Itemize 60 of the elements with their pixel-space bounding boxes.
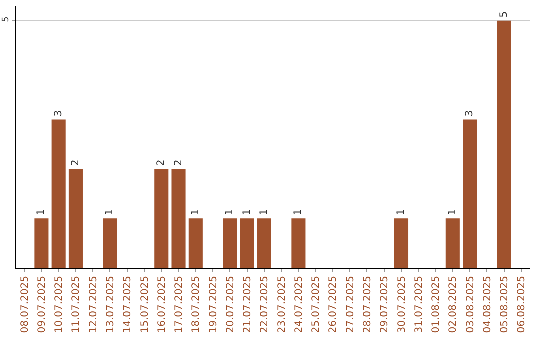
bar — [52, 120, 66, 268]
x-tick-label: 18.07.2025 — [191, 276, 202, 334]
x-tick-label: 02.08.2025 — [448, 276, 460, 334]
x-tick-label: 31.07.2025 — [414, 276, 425, 334]
bar — [68, 169, 83, 268]
x-tick-label: 19.07.2025 — [208, 276, 220, 334]
x-tick-label: 03.08.2025 — [465, 276, 476, 334]
x-tick-label: 05.08.2025 — [500, 276, 511, 334]
x-tick-label: 01.08.2025 — [431, 276, 442, 334]
data-label: 2 — [156, 160, 168, 166]
data-label: 2 — [70, 160, 82, 166]
data-label: 3 — [464, 110, 476, 117]
x-tick-label: 10.07.2025 — [54, 276, 66, 334]
data-label: 3 — [53, 110, 64, 117]
data-label: 2 — [173, 160, 184, 166]
x-tick-label: 13.07.2025 — [105, 276, 116, 334]
bar — [34, 218, 49, 268]
x-tick-label: 14.07.2025 — [122, 276, 134, 334]
bar — [257, 218, 272, 268]
x-tick-label: 09.07.2025 — [36, 276, 48, 334]
x-tick-label: 25.07.2025 — [311, 276, 322, 334]
bar — [292, 218, 306, 268]
bar — [188, 218, 203, 268]
x-tick-label: 20.07.2025 — [225, 276, 236, 334]
bar — [497, 20, 512, 268]
data-label: 1 — [293, 209, 304, 216]
bar — [463, 120, 478, 268]
data-label: 1 — [258, 209, 270, 216]
x-tick-label: 11.07.2025 — [71, 276, 82, 334]
x-tick-label: 17.07.2025 — [174, 276, 186, 334]
x-tick-label: 27.07.2025 — [345, 276, 356, 334]
data-label: 1 — [396, 209, 407, 216]
x-tick-label: 04.08.2025 — [482, 276, 494, 334]
bar — [446, 218, 460, 268]
data-label: 1 — [36, 209, 48, 216]
x-tick-label: 21.07.2025 — [242, 276, 254, 334]
bar — [103, 218, 118, 268]
x-tick-label: 16.07.2025 — [156, 276, 168, 334]
data-label: 1 — [242, 209, 253, 216]
bar — [154, 169, 169, 268]
x-tick-label: 28.07.2025 — [362, 276, 374, 334]
x-tick-label: 22.07.2025 — [260, 276, 271, 334]
bar — [240, 218, 254, 268]
data-label: 5 — [498, 11, 510, 18]
x-tick-label: 26.07.2025 — [328, 276, 340, 334]
data-label: 1 — [104, 209, 116, 216]
data-label: 1 — [447, 209, 458, 216]
x-tick-label: 24.07.2025 — [294, 276, 305, 334]
x-tick-label: 23.07.2025 — [276, 276, 288, 334]
x-tick-label: 15.07.2025 — [140, 276, 151, 334]
data-label: 1 — [224, 209, 236, 216]
bar — [172, 169, 186, 268]
x-tick-label: 12.07.2025 — [88, 276, 100, 334]
x-tick-label: 29.07.2025 — [380, 276, 391, 334]
x-tick-label: 08.07.2025 — [20, 276, 31, 334]
bar — [223, 218, 238, 268]
bar — [394, 218, 409, 268]
x-tick-label: 30.07.2025 — [396, 276, 408, 334]
data-label: 1 — [190, 209, 202, 216]
x-tick-label: 06.08.2025 — [516, 276, 528, 334]
